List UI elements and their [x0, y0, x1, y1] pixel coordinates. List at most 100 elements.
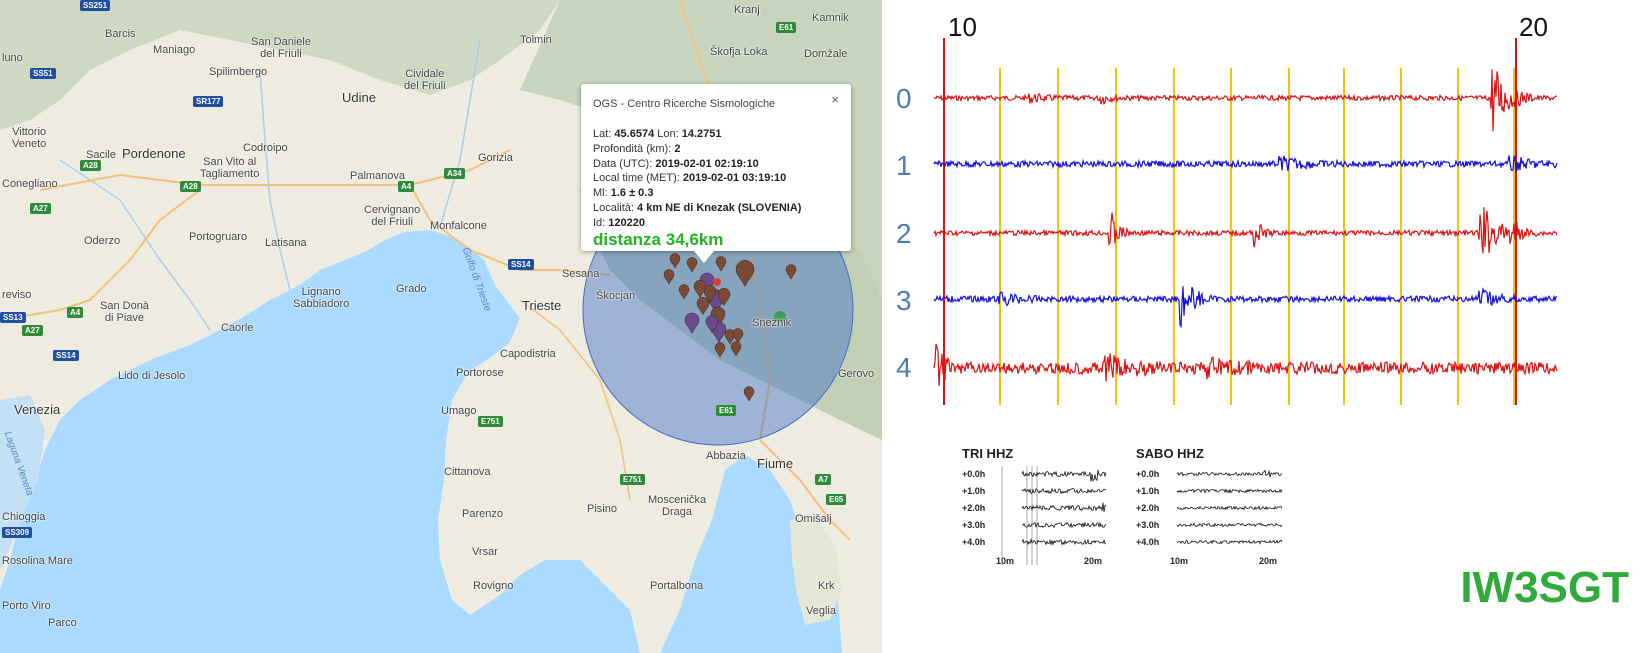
mini-trace — [1176, 522, 1283, 528]
channel-label-0: 0 — [896, 83, 912, 114]
mini-title-tri: TRI HHZ — [962, 446, 1014, 461]
road-shield: SS51 — [30, 68, 56, 79]
quake-marker[interactable] — [735, 260, 755, 287]
place-label-krk: Krk — [818, 580, 835, 592]
trace-4 — [933, 343, 1558, 386]
place-label-sandona: San Donà di Piave — [100, 300, 149, 324]
mini-row-label: +1.0h — [962, 486, 986, 496]
mini-trace — [1021, 538, 1106, 546]
quake-marker[interactable] — [669, 253, 681, 269]
mini-axis-label: 10m — [1170, 556, 1189, 566]
road-shield: E61 — [776, 22, 797, 33]
mini-trace — [1021, 469, 1107, 482]
quake-marker[interactable] — [715, 256, 727, 272]
mini-row-label: +2.0h — [1136, 503, 1160, 513]
place-label-gorizia: Gorizia — [478, 152, 513, 164]
trace-0 — [934, 69, 1557, 132]
location-row: Località: 4 km NE di Knezak (SLOVENIA) — [593, 201, 801, 216]
place-label-rovigno: Rovigno — [473, 580, 514, 592]
close-icon[interactable]: × — [831, 92, 839, 107]
place-label-domzale: Domžale — [804, 48, 848, 60]
place-label-sneznik: Snežnik — [752, 317, 792, 329]
highway — [409, 184, 611, 276]
mini-row-label: +0.0h — [1136, 469, 1160, 479]
road-shield: A27 — [22, 325, 43, 336]
quake-marker[interactable] — [724, 329, 736, 345]
local-time-row: Local time (MET): 2019-02-01 03:19:10 — [593, 171, 801, 186]
mini-row-label: +3.0h — [962, 520, 986, 530]
place-label-gerovo: Gerovo — [838, 368, 875, 380]
loc-label: Località: — [593, 201, 634, 214]
place-label-parco: Parco — [48, 617, 77, 629]
local-label: Local time (MET): — [593, 172, 680, 185]
helicorder-traces — [933, 38, 1558, 405]
distance-label: distanza 34,6km — [593, 230, 724, 249]
place-label-trieste: Trieste — [522, 298, 562, 313]
place-label-kamnik: Kamnik — [812, 12, 849, 24]
place-label-oderzo: Oderzo — [84, 235, 121, 247]
quake-marker[interactable] — [730, 341, 742, 357]
place-label-vrsar: Vrsar — [472, 546, 498, 558]
place-label-lunolabel: luno — [2, 52, 23, 64]
quake-marker[interactable] — [717, 287, 731, 307]
depth-value: 2 — [674, 142, 681, 155]
depth-row: Profondità (km): 2 — [593, 142, 801, 157]
quake-marker[interactable] — [732, 328, 744, 344]
quake-marker[interactable] — [705, 314, 719, 334]
marker-layer[interactable] — [663, 253, 797, 402]
place-label-lignano: Lignano Sabbiadoro — [293, 286, 350, 310]
mini-row-label: +0.0h — [962, 469, 986, 479]
mini-row-label: +1.0h — [1136, 486, 1160, 496]
place-label-sesana: Sesana — [562, 268, 600, 280]
loc-value: 4 km NE di Knezak (SLOVENIA) — [637, 201, 802, 214]
place-label-treviso: reviso — [2, 289, 32, 301]
quake-marker[interactable] — [714, 342, 726, 358]
mini-trace — [1176, 539, 1283, 545]
highway — [519, 299, 631, 501]
quake-marker[interactable] — [785, 264, 797, 280]
station-callsign: IW3SGT — [1460, 563, 1629, 612]
road-shield: A4 — [398, 181, 415, 192]
quake-marker[interactable] — [703, 284, 717, 304]
place-label-grado: Grado — [396, 283, 427, 295]
place-label-rosolina: Rosolina Mare — [2, 555, 73, 567]
mini-row-label: +4.0h — [962, 537, 986, 547]
place-label-conegliano: Conegliano — [2, 178, 58, 190]
road-shield: E61 — [716, 405, 737, 416]
mini-trace — [1176, 488, 1283, 494]
mini-trace — [1021, 487, 1107, 495]
date-label: Data (UTC): — [593, 157, 653, 170]
park-icon — [774, 311, 786, 323]
highway — [759, 439, 851, 541]
place-label-barcis: Barcis — [105, 28, 136, 40]
quake-marker[interactable] — [696, 296, 710, 316]
quake-marker[interactable] — [678, 284, 690, 300]
map-panel[interactable]: Udine Pordenone Venezia Trieste Gorizia Fiume… — [0, 0, 882, 653]
epicenter-marker[interactable] — [713, 278, 721, 286]
mini-trace — [1021, 521, 1107, 529]
local-value: 2019-02-01 03:19:10 — [682, 172, 787, 185]
quake-marker[interactable] — [663, 269, 675, 285]
place-label-capodistria: Capodistria — [500, 348, 556, 360]
date-row: Data (UTC): 2019-02-01 02:19:10 — [593, 157, 801, 172]
road-shield: A28 — [180, 181, 201, 192]
quake-marker[interactable] — [684, 312, 700, 334]
mini-axis-label: 20m — [1084, 556, 1103, 566]
place-label-abbazia: Abbazia — [706, 450, 746, 462]
lon-label: Lon: — [657, 128, 679, 140]
road-shield: A28 — [80, 160, 101, 171]
road-shield: E751 — [620, 474, 645, 485]
place-label-skocjan: Škocjan — [596, 290, 636, 302]
info-popup[interactable]: OGS - Centro Ricerche Sismologiche × Lat… — [581, 84, 851, 263]
quake-marker[interactable] — [743, 386, 755, 402]
channel-label-4: 4 — [896, 352, 912, 383]
mini-axis-label: 10m — [996, 556, 1015, 566]
id-label: Id: — [593, 216, 606, 229]
road-shield: A27 — [30, 203, 51, 214]
river — [59, 159, 211, 331]
mini-row-label: +4.0h — [1136, 537, 1160, 547]
quake-marker[interactable] — [693, 279, 707, 299]
trace-1 — [933, 154, 1558, 172]
popup-title: OGS - Centro Ricerche Sismologiche — [593, 98, 776, 110]
place-label-cittanova: Cittanova — [444, 466, 491, 478]
